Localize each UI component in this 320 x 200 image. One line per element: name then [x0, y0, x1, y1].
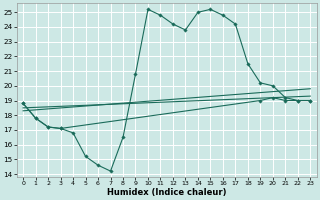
X-axis label: Humidex (Indice chaleur): Humidex (Indice chaleur): [107, 188, 227, 197]
